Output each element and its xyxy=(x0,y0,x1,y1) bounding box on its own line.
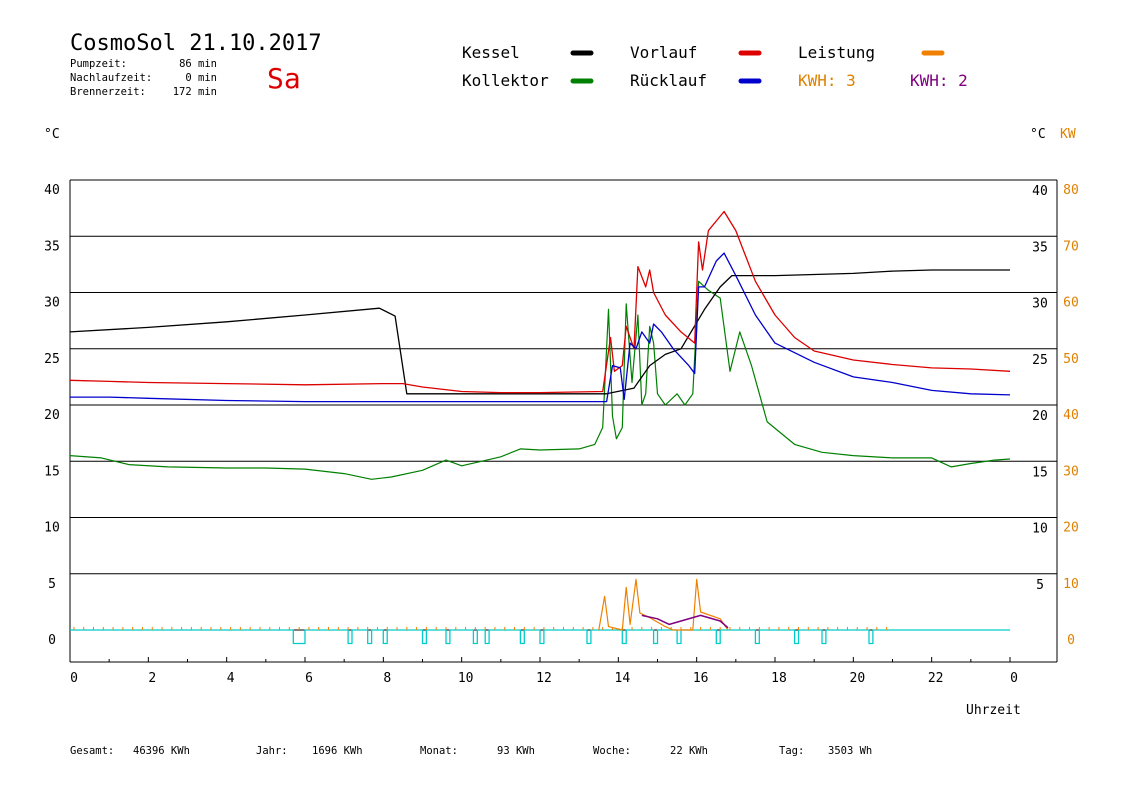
x-tick-label: 12 xyxy=(536,671,552,686)
y-tick-label-right-power: 0 xyxy=(1067,633,1075,648)
legend-kollektor-label: Kollektor xyxy=(462,71,549,90)
x-axis-label: Uhrzeit xyxy=(966,703,1021,718)
x-tick-label: 0 xyxy=(70,671,78,686)
y-tick-label-right-power: 70 xyxy=(1063,239,1079,254)
x-tick-label: 18 xyxy=(771,671,787,686)
legend-kwh2-label: KWH: 2 xyxy=(910,71,968,90)
day-label: Sa xyxy=(267,62,301,95)
stat-value-nachlaufzeit: 0 min xyxy=(185,72,217,84)
footer-monat-label: Monat: xyxy=(420,745,458,757)
footer-jahr-value: 1696 KWh xyxy=(312,745,363,757)
series-line-pumpe xyxy=(70,629,1010,645)
y-tick-label-right-temp: 25 xyxy=(1032,353,1048,368)
y-tick-label-left: 5 xyxy=(48,577,56,592)
y-tick-label-left: 0 xyxy=(48,633,56,648)
left-axis-unit: °C xyxy=(44,127,60,142)
y-tick-label-left: 40 xyxy=(44,183,60,198)
y-tick-label-right-power: 40 xyxy=(1063,408,1079,423)
y-tick-label-right-temp: 20 xyxy=(1032,409,1048,424)
x-tick-label: 22 xyxy=(928,671,944,686)
y-tick-label-right-temp: 10 xyxy=(1032,522,1048,537)
footer-gesamt-value: 46396 KWh xyxy=(133,745,190,757)
footer-woche-label: Woche: xyxy=(593,745,631,757)
y-tick-label-right-temp: 35 xyxy=(1032,240,1048,255)
y-tick-label-right-temp: 15 xyxy=(1032,465,1048,480)
grid xyxy=(69,179,1058,663)
stat-value-pumpzeit: 86 min xyxy=(179,58,217,70)
y-tick-label-right-temp: 5 xyxy=(1036,578,1044,593)
y-tick-label-right-power: 50 xyxy=(1063,352,1079,367)
x-tick-label: 16 xyxy=(693,671,709,686)
series-line-kollektor xyxy=(69,280,1011,480)
legend-ruecklauf-label: Rücklauf xyxy=(630,71,707,90)
legend-kwh1-label: KWH: 3 xyxy=(798,71,856,90)
legend-leistung-label: Leistung xyxy=(798,43,875,62)
legend-kessel-label: Kessel xyxy=(462,43,520,62)
x-tick-label: 8 xyxy=(383,671,391,686)
stat-label-pumpzeit: Pumpzeit: xyxy=(70,58,127,70)
x-tick-label: 0 xyxy=(1010,671,1018,686)
footer-tag-label: Tag: xyxy=(779,745,804,757)
y-tick-label-left: 35 xyxy=(44,239,60,254)
y-tick-label-left: 10 xyxy=(44,521,60,536)
stat-label-nachlaufzeit: Nachlaufzeit: xyxy=(70,72,152,84)
y-tick-label-left: 15 xyxy=(44,464,60,479)
y-tick-label-left: 20 xyxy=(44,408,60,423)
y-tick-label-right-power: 20 xyxy=(1063,521,1079,536)
series-group xyxy=(69,210,1011,645)
y-tick-label-right-temp: 40 xyxy=(1032,184,1048,199)
y-tick-label-right-power: 60 xyxy=(1063,296,1079,311)
y-tick-label-right-power: 30 xyxy=(1063,464,1079,479)
x-tick-label: 2 xyxy=(148,671,156,686)
series-line-ruecklauf xyxy=(70,252,1011,403)
y-tick-label-left: 25 xyxy=(44,352,60,367)
y-tick-label-left: 30 xyxy=(44,296,60,311)
footer-monat-value: 93 KWh xyxy=(497,745,535,757)
footer-gesamt-label: Gesamt: xyxy=(70,745,114,757)
y-tick-label-right-power: 80 xyxy=(1063,183,1079,198)
x-tick-label: 14 xyxy=(615,671,631,686)
y-tick-label-right-power: 10 xyxy=(1063,577,1079,592)
tick-labels: 0510152025303540510152025303540010203040… xyxy=(44,183,1079,686)
x-tick-label: 10 xyxy=(458,671,474,686)
right-axis-unit-temp: °C xyxy=(1030,127,1046,142)
legend-vorlauf-label: Vorlauf xyxy=(630,43,697,62)
x-tick-label: 20 xyxy=(850,671,866,686)
right-axis-unit-power: KW xyxy=(1060,127,1076,142)
chart-title: CosmoSol 21.10.2017 xyxy=(70,31,322,56)
footer-tag-value: 3503 Wh xyxy=(828,745,872,757)
footer-jahr-label: Jahr: xyxy=(256,745,288,757)
stat-label-brennerzeit: Brennerzeit: xyxy=(70,86,146,98)
series-line-vorlauf xyxy=(69,210,1011,394)
series-line-kwh xyxy=(641,614,729,629)
x-tick-label: 6 xyxy=(305,671,313,686)
x-tick-label: 4 xyxy=(227,671,235,686)
stat-value-brennerzeit: 172 min xyxy=(173,86,217,98)
series-line-kessel xyxy=(69,269,1010,395)
y-tick-label-right-temp: 30 xyxy=(1032,297,1048,312)
footer-woche-value: 22 KWh xyxy=(670,745,708,757)
